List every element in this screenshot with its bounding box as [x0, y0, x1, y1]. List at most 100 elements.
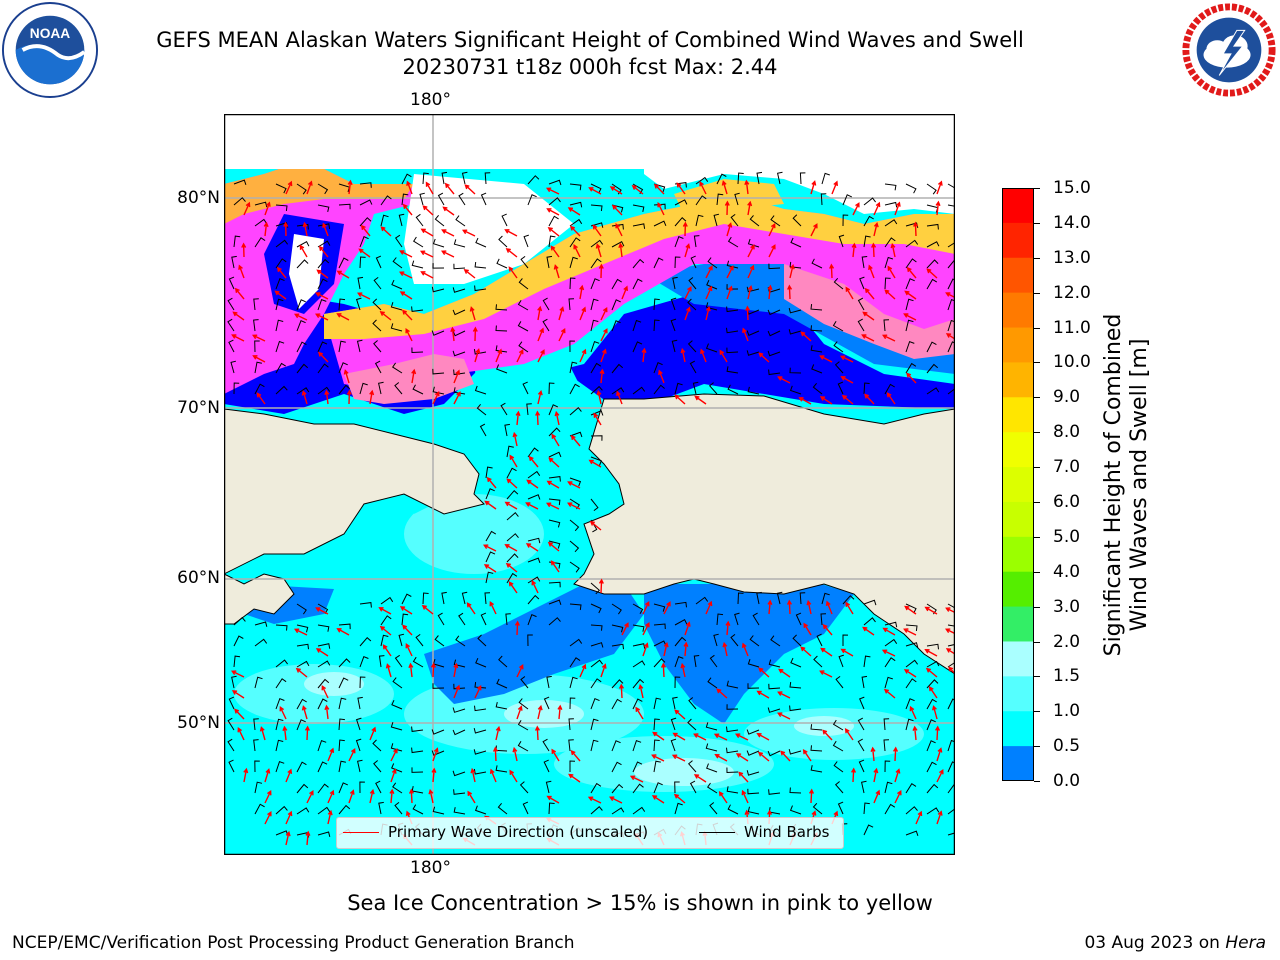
colorbar-bin: [1002, 641, 1034, 677]
wave-direction-arrow: [615, 222, 623, 237]
wave-direction-arrow: [906, 266, 917, 279]
wind-barb: [842, 595, 855, 605]
wind-barb: [905, 362, 917, 374]
wind-barb: [708, 382, 718, 395]
wave-direction-arrow: [274, 290, 287, 300]
wave-direction-legend-swatch: [343, 832, 379, 833]
wind-barb: [653, 697, 662, 710]
wave-direction-arrow: [432, 391, 440, 405]
wind-barb: [713, 633, 719, 647]
wave-direction-arrow: [509, 454, 518, 468]
wind-barb: [506, 445, 514, 458]
wind-barb: [926, 183, 937, 195]
wind-barb: [394, 802, 403, 815]
latitude-label-60n: 60°N: [177, 568, 220, 588]
wave-direction-arrow: [299, 244, 308, 258]
wind-barb: [590, 298, 599, 311]
wind-barb: [473, 749, 487, 755]
wind-barb: [776, 591, 783, 605]
wind-barb: [835, 676, 844, 689]
wave-direction-arrow: [389, 788, 395, 804]
wind-barb: [767, 350, 781, 357]
wind-barb: [726, 327, 739, 334]
colorbar-tick: [1034, 501, 1040, 503]
wind-barb: [392, 677, 403, 689]
wind-barb: [527, 576, 541, 584]
colorbar-bin: [1002, 606, 1034, 643]
wave-direction-arrow: [735, 733, 749, 741]
wind-barb: [453, 387, 466, 395]
wind-barb: [569, 237, 581, 248]
wave-direction-arrow: [684, 621, 691, 636]
wave-direction-arrow: [259, 726, 266, 741]
wind-barb: [317, 806, 331, 815]
wind-barb: [390, 302, 403, 311]
wave-direction-arrow: [887, 265, 896, 279]
wave-direction-arrow: [317, 351, 329, 363]
wind-barb: [756, 591, 762, 605]
wind-barb: [506, 467, 517, 479]
wind-barb: [789, 705, 802, 712]
wind-barb: [398, 633, 405, 647]
wind-barb: [548, 617, 561, 626]
wind-barb: [431, 729, 445, 735]
wave-direction-arrow: [600, 307, 608, 321]
wind-barb: [670, 738, 677, 752]
wind-barb: [653, 257, 664, 269]
wave-direction-arrow: [802, 748, 812, 762]
wave-direction-arrow: [845, 286, 854, 300]
wind-barb: [527, 634, 533, 647]
wind-barb: [569, 657, 581, 668]
wind-barb: [821, 592, 830, 605]
wind-barb: [569, 697, 576, 710]
wind-barb: [317, 240, 331, 248]
wind-barb: [653, 739, 660, 752]
wave-direction-arrow: [567, 502, 581, 510]
colorbar-tick-label: 9.0: [1053, 387, 1081, 408]
wind-barb: [546, 255, 553, 269]
wind-barb: [632, 341, 643, 353]
wind-barb: [518, 698, 529, 710]
wind-barb: [391, 279, 403, 290]
wind-barb: [359, 217, 372, 227]
wind-barb: [707, 677, 718, 689]
wind-barb: [734, 192, 740, 206]
wind-barb: [527, 594, 540, 605]
wave-direction-arrow: [945, 648, 955, 655]
wave-direction-arrow: [777, 712, 791, 720]
wave-direction-arrow: [747, 244, 755, 258]
wind-barb: [821, 172, 830, 185]
wind-barb: [505, 613, 511, 626]
wave-direction-arrow: [369, 389, 375, 405]
wind-barb: [611, 740, 621, 752]
wave-direction-arrow: [705, 305, 711, 321]
wind-barb: [857, 717, 865, 731]
wave-direction-arrow: [450, 326, 456, 342]
wind-barb: [884, 781, 893, 794]
wave-direction-arrow: [302, 221, 308, 237]
wave-direction-arrow: [399, 606, 413, 615]
wind-barb: [632, 319, 642, 332]
wave-direction-arrow: [699, 180, 707, 195]
colorbar-tick-label: 2.0: [1053, 631, 1081, 652]
wind-barb: [317, 204, 330, 213]
wind-barb: [674, 216, 687, 227]
wind-barb: [687, 340, 697, 353]
wind-barb: [692, 381, 699, 395]
wave-direction-arrow: [718, 790, 728, 804]
wave-direction-arrow: [840, 355, 854, 363]
wind-barb: [356, 339, 363, 353]
wave-direction-arrow: [904, 290, 917, 300]
wind-barb: [705, 743, 718, 752]
wave-direction-arrow: [360, 224, 371, 237]
colorbar-bin: [1002, 432, 1034, 468]
wind-barb: [883, 718, 890, 731]
wind-barb: [412, 384, 424, 395]
wind-barb: [705, 343, 718, 353]
wind-barb: [485, 488, 495, 500]
wind-barb: [569, 519, 580, 532]
wave-direction-arrow: [913, 221, 919, 237]
wind-barb: [517, 321, 529, 332]
wave-direction-arrow: [336, 313, 350, 321]
wave-direction-arrow: [904, 605, 917, 615]
